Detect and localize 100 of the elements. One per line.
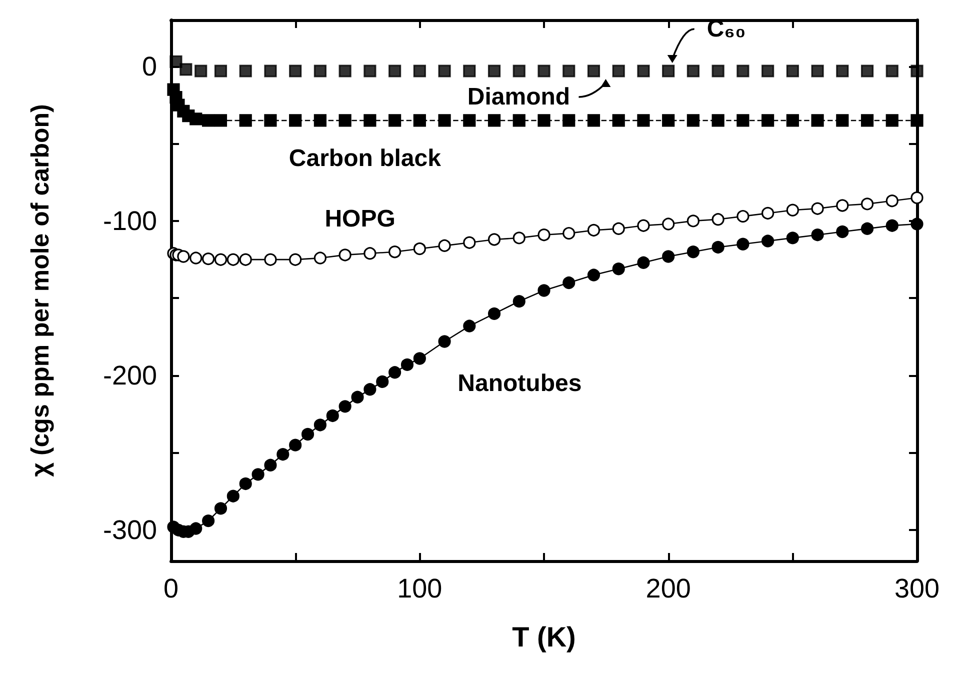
point (562, 114, 576, 127)
point (388, 64, 402, 78)
point (736, 64, 750, 78)
point (400, 358, 414, 371)
point (264, 458, 277, 472)
point (463, 236, 476, 249)
point (786, 114, 799, 127)
point (886, 219, 898, 232)
point (860, 222, 874, 235)
y-tick-label: 0 (142, 51, 157, 82)
point (886, 114, 898, 127)
point (438, 64, 451, 78)
series-label: Carbon black (288, 144, 442, 172)
point (413, 64, 426, 78)
point (239, 253, 252, 266)
point (314, 418, 326, 432)
point (686, 64, 700, 78)
point (338, 400, 352, 413)
point (488, 64, 501, 78)
point (612, 114, 625, 127)
point (811, 114, 824, 127)
point (463, 114, 476, 127)
point (562, 276, 576, 290)
point (226, 253, 240, 266)
point (177, 250, 190, 263)
point (463, 64, 476, 78)
point (587, 64, 600, 78)
point (512, 232, 526, 244)
point (289, 253, 302, 266)
point (686, 114, 700, 127)
point (612, 222, 625, 235)
point (388, 366, 402, 379)
point (252, 468, 264, 481)
point (488, 114, 501, 127)
point (712, 240, 724, 254)
point (413, 352, 426, 365)
point (214, 64, 228, 78)
point (587, 224, 600, 237)
point (562, 227, 576, 240)
annotation: Diamond (467, 84, 570, 111)
y-tick-label: -100 (102, 206, 157, 236)
point (202, 514, 215, 528)
point (338, 64, 352, 78)
point (180, 63, 192, 76)
point (376, 375, 389, 388)
y-tick-label: -300 (102, 515, 157, 546)
point (860, 198, 874, 210)
point (463, 320, 476, 332)
point (811, 64, 824, 78)
point (538, 284, 550, 297)
point (736, 210, 750, 223)
point (364, 114, 376, 127)
point (612, 262, 625, 276)
point (662, 250, 675, 263)
point (314, 64, 326, 78)
point (190, 112, 202, 126)
point (886, 64, 898, 78)
point (202, 252, 215, 266)
point (860, 114, 874, 127)
point (786, 232, 799, 244)
point (910, 114, 924, 127)
point (388, 246, 402, 258)
point (364, 64, 376, 78)
point (811, 202, 824, 215)
point (289, 114, 302, 127)
point (170, 55, 182, 68)
point (314, 252, 326, 264)
point (276, 448, 290, 461)
point (637, 114, 650, 127)
point (338, 114, 352, 127)
point (214, 114, 228, 127)
point (214, 253, 228, 266)
point (637, 64, 650, 78)
point (860, 64, 874, 78)
point (736, 114, 750, 127)
point (338, 248, 352, 262)
point (512, 114, 526, 127)
x-axis-title: T (K) (512, 622, 576, 652)
point (488, 233, 501, 246)
point (762, 64, 774, 78)
point (512, 295, 526, 308)
point (836, 114, 849, 127)
point (762, 114, 774, 127)
point (712, 213, 724, 226)
point (214, 502, 228, 515)
point (886, 194, 898, 208)
point (637, 256, 650, 269)
point (413, 242, 426, 256)
point (836, 225, 849, 238)
point (194, 64, 208, 78)
point (538, 228, 550, 242)
point (712, 64, 724, 78)
point (612, 64, 625, 78)
point (538, 114, 550, 127)
point (686, 214, 700, 228)
point (910, 191, 924, 204)
point (301, 428, 314, 441)
point (587, 114, 600, 127)
x-tick-label: 200 (646, 574, 691, 604)
y-axis-title: χ (cgs ppm per mole of carbon) (26, 104, 54, 477)
